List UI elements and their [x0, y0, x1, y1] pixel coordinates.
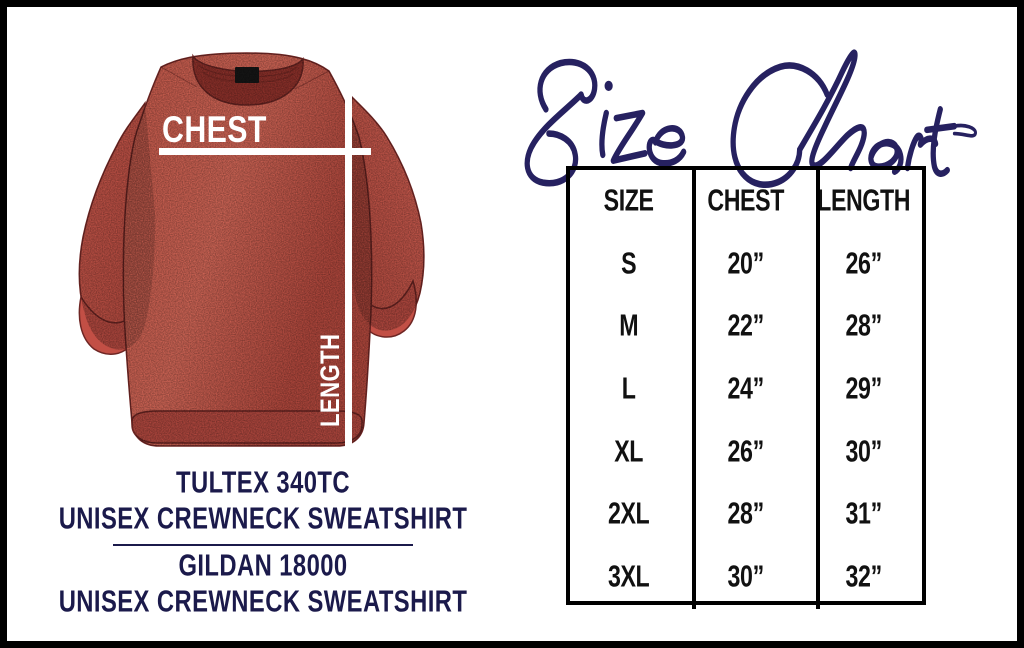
- svg-text:LENGTH: LENGTH: [316, 334, 346, 427]
- svg-text:CHEST: CHEST: [162, 109, 267, 151]
